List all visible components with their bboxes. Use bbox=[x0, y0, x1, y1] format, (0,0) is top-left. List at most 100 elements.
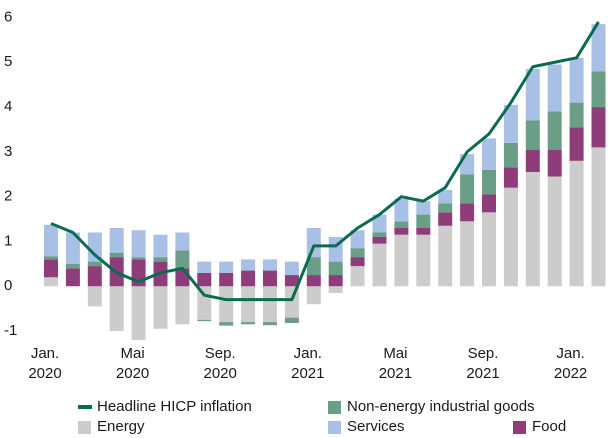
bar-segment bbox=[306, 257, 321, 276]
bar-segment bbox=[87, 261, 102, 267]
bar-segment bbox=[44, 224, 58, 257]
bar-segment bbox=[263, 286, 277, 323]
bar-segment bbox=[460, 203, 475, 222]
bar-segment bbox=[503, 167, 518, 188]
bar-segment bbox=[153, 257, 168, 262]
line bbox=[50, 21, 600, 302]
bar-segment bbox=[219, 322, 234, 326]
legend-label: Services bbox=[347, 418, 405, 435]
x-tick-label: Mai 2020 bbox=[116, 345, 149, 382]
bar-segment bbox=[503, 142, 518, 168]
bar-segment bbox=[153, 286, 168, 329]
bar-segment bbox=[263, 322, 277, 326]
bar-segment bbox=[372, 236, 387, 244]
legend-label: Headline HICP inflation bbox=[97, 398, 252, 415]
bar-segment bbox=[350, 248, 365, 258]
bar-segment bbox=[482, 194, 496, 213]
bar-segment bbox=[525, 68, 540, 121]
y-tick-label: 4 bbox=[4, 98, 12, 115]
y-tick-label: -1 bbox=[4, 322, 17, 339]
bar-segment bbox=[241, 322, 256, 325]
bar-segment bbox=[438, 189, 453, 204]
x-tick-label: Mai 2021 bbox=[379, 345, 412, 382]
bar-segment bbox=[438, 212, 453, 226]
bar-segment bbox=[241, 270, 256, 287]
bar-segment bbox=[416, 228, 431, 235]
bar-segment bbox=[219, 261, 234, 273]
legend-swatch bbox=[328, 401, 341, 414]
bar-segment bbox=[87, 266, 102, 287]
bar-segment bbox=[197, 319, 212, 322]
bar-segment bbox=[416, 201, 431, 215]
bar-segment bbox=[241, 286, 256, 323]
bar-segment bbox=[394, 221, 409, 229]
x-tick-label: Jan. 2022 bbox=[554, 345, 587, 382]
bar-segment bbox=[219, 286, 234, 323]
bar-segment bbox=[131, 286, 146, 340]
bar-segment bbox=[416, 234, 431, 287]
bar-segment bbox=[460, 221, 475, 287]
bar-segment bbox=[503, 187, 518, 287]
y-tick-label: 3 bbox=[4, 143, 12, 160]
bar-segment bbox=[328, 286, 343, 293]
bar-segment bbox=[591, 71, 606, 108]
bar-segment bbox=[175, 250, 190, 269]
y-tick-label: 5 bbox=[4, 53, 12, 70]
bar-segment bbox=[65, 263, 80, 269]
bar-segment bbox=[284, 261, 299, 276]
bar-segment bbox=[175, 268, 190, 287]
legend-label: Energy bbox=[97, 418, 145, 435]
x-tick-label: Sep. 2021 bbox=[466, 345, 499, 382]
legend-label: Food bbox=[532, 418, 566, 435]
bar-segment bbox=[65, 232, 80, 264]
bar-segment bbox=[547, 149, 562, 177]
x-tick-label: Sep. 2020 bbox=[204, 345, 237, 382]
bar-segment bbox=[197, 261, 212, 273]
bar-segment bbox=[525, 149, 540, 173]
bar-segment bbox=[591, 147, 606, 287]
bar-segment bbox=[65, 268, 80, 287]
bar-segment bbox=[219, 272, 234, 287]
y-tick-label: 2 bbox=[4, 188, 12, 205]
bar-segment bbox=[416, 214, 431, 229]
bar-segment bbox=[438, 225, 453, 287]
bar-segment bbox=[131, 230, 146, 258]
bar-segment bbox=[306, 228, 321, 258]
bar-segment bbox=[87, 286, 102, 307]
bar-segment bbox=[569, 127, 584, 161]
legend-label: Non-energy industrial goods bbox=[347, 398, 535, 415]
bar-segment bbox=[569, 57, 584, 103]
bar-segment bbox=[350, 266, 365, 287]
bar-segment bbox=[372, 214, 387, 233]
bar-segment bbox=[328, 275, 343, 287]
bar-segment bbox=[197, 272, 212, 287]
bar-segment bbox=[591, 24, 606, 72]
bar-segment bbox=[263, 259, 277, 271]
bar-segment bbox=[394, 234, 409, 287]
bar-segment bbox=[175, 286, 190, 325]
bar-segment bbox=[87, 232, 102, 262]
bar-segment bbox=[175, 232, 190, 251]
bar-segment bbox=[44, 277, 58, 287]
bar-segment bbox=[109, 252, 124, 258]
bar-segment bbox=[328, 261, 343, 276]
bar-segment bbox=[306, 275, 321, 287]
bar-segment bbox=[438, 203, 453, 213]
bar-segment bbox=[372, 232, 387, 237]
legend-swatch bbox=[513, 421, 526, 434]
bar-segment bbox=[569, 160, 584, 287]
bar-segment bbox=[350, 257, 365, 267]
legend-swatch bbox=[78, 421, 91, 434]
y-tick-label: 1 bbox=[4, 232, 12, 249]
bar-segment bbox=[547, 176, 562, 287]
bar-segment bbox=[241, 259, 256, 271]
bar-segment bbox=[569, 102, 584, 128]
bar-segment bbox=[263, 270, 277, 287]
x-tick-label: Jan. 2020 bbox=[28, 345, 61, 382]
bar-segment bbox=[372, 243, 387, 287]
bar-segment bbox=[547, 64, 562, 112]
x-tick-label: Jan. 2021 bbox=[291, 345, 324, 382]
bar-segment bbox=[284, 317, 299, 323]
bar-segment bbox=[525, 120, 540, 150]
bar-segment bbox=[503, 104, 518, 143]
